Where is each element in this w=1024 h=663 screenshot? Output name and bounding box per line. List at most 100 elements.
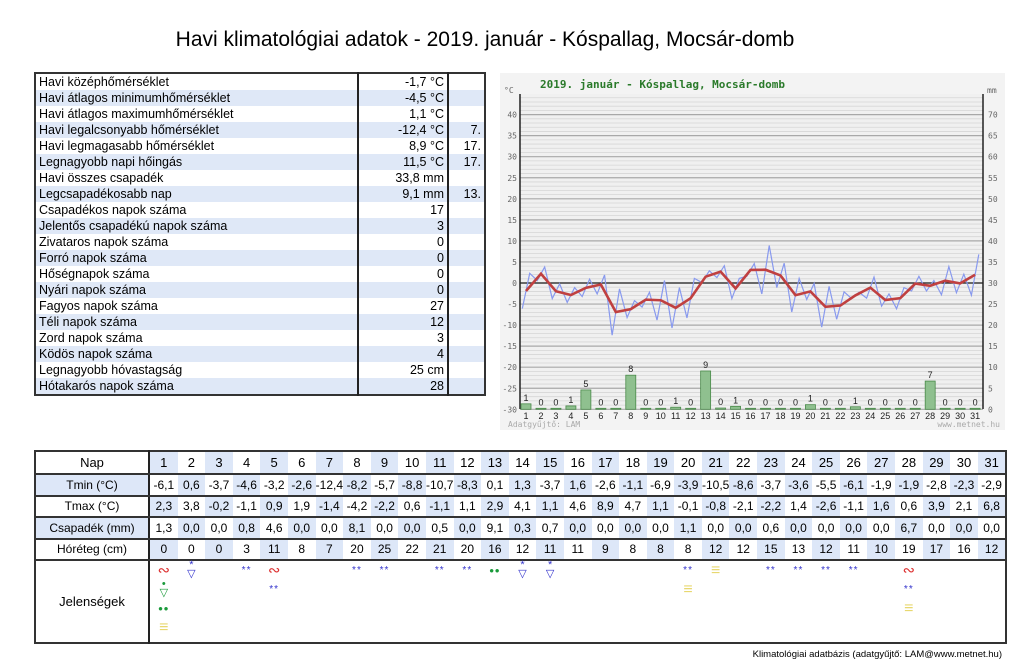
precip-bar xyxy=(939,407,951,410)
right-axis-unit: mm xyxy=(987,86,997,95)
day-cell: 14 xyxy=(508,451,537,475)
phenomena-cell: * ▽ xyxy=(178,560,206,643)
tmax-cell: -2,1 xyxy=(729,495,758,518)
tmin-cell: -3,6 xyxy=(784,474,813,497)
day-cell: 17 xyxy=(591,451,620,475)
snow-shower-icon: * ▽ xyxy=(545,559,555,580)
tmax-cell: 4,6 xyxy=(563,495,592,518)
snow-cell: 12 xyxy=(508,538,537,561)
precip-cell: 0,0 xyxy=(177,517,206,540)
phenomena-cell xyxy=(288,560,316,643)
summary-value: 0 xyxy=(357,250,449,266)
snow-cell: 3 xyxy=(232,538,261,561)
footer-credit: Klimatológiai adatbázis (adatgyűjtő: LAM… xyxy=(752,649,1002,660)
tmin-cell: -2,8 xyxy=(922,474,951,497)
x-tick-label: 24 xyxy=(865,411,875,421)
precip-cell: 0,0 xyxy=(315,517,344,540)
right-tick-label: 55 xyxy=(988,174,998,183)
summary-label: Zivataros napok száma xyxy=(39,235,169,249)
tmax-cell: -2,6 xyxy=(812,495,840,518)
snow-icon: ** xyxy=(765,565,776,576)
summary-row: Ködös napok száma 4 xyxy=(35,346,485,362)
day-cell: 21 xyxy=(701,451,730,475)
snow-icon: ** xyxy=(379,565,390,576)
left-tick-label: -25 xyxy=(503,384,518,393)
precip-cell: 0,0 xyxy=(922,517,951,540)
precip-cell: 0,0 xyxy=(729,517,758,540)
day-cell: 13 xyxy=(481,451,509,475)
x-tick-label: 1 xyxy=(523,411,528,421)
summary-day xyxy=(448,378,485,395)
row-snow: Hóréteg (cm) 0 0 0 3 11 8 7 20 25 22 21 20 16 12 11 11 9 8… xyxy=(35,538,1007,561)
snow-cell: 0 xyxy=(177,538,206,561)
summary-value: 17 xyxy=(357,202,449,218)
bar-label: 1 xyxy=(523,393,528,403)
summary-label: Nyári napok száma xyxy=(35,282,358,298)
snow-cell: 8 xyxy=(619,538,647,561)
climate-chart: 2019. január - Kóspallag, Mocsár-domb °C m… xyxy=(500,73,1005,430)
summary-value: 3 xyxy=(357,330,449,346)
phenomena-cell: ∾ • ▽ •• ≡ xyxy=(149,560,178,643)
tmax-cell: 2,9 xyxy=(481,495,509,518)
bar-label: 0 xyxy=(598,397,603,407)
phenomena-cell xyxy=(950,560,978,643)
precip-bar xyxy=(625,374,637,410)
phenomena-cell: •• xyxy=(481,560,509,643)
summary-day: 13. xyxy=(448,186,485,202)
day-cell: 30 xyxy=(950,451,978,475)
day-cell: 11 xyxy=(425,451,454,475)
phenomena-cell: ** xyxy=(426,560,454,643)
summary-row: Forró napok száma 0 xyxy=(35,250,485,266)
tmax-cell: 0,9 xyxy=(260,495,288,518)
precip-cell: 0,0 xyxy=(591,517,620,540)
snow-cell: 11 xyxy=(839,538,868,561)
summary-label: Havi legalcsonyabb hőmérséklet xyxy=(35,122,358,138)
x-tick-label: 10 xyxy=(656,411,666,421)
rain-icon: •• xyxy=(158,601,170,616)
summary-day xyxy=(448,346,485,362)
precip-bar xyxy=(969,407,981,410)
precip-bar xyxy=(580,389,592,410)
summary-day xyxy=(448,282,485,298)
precip-bar xyxy=(760,407,771,410)
tmin-cell: -5,7 xyxy=(370,474,399,497)
right-tick-label: 60 xyxy=(988,153,998,162)
left-tick-label: 30 xyxy=(507,153,517,162)
bar-label: 5 xyxy=(583,379,588,389)
summary-value: 0 xyxy=(357,266,449,282)
day-cell: 29 xyxy=(922,451,951,475)
bar-label: 0 xyxy=(913,397,918,407)
summary-label: Havi középhőmérséklet xyxy=(39,75,169,89)
bar-label: 0 xyxy=(658,397,663,407)
day-cell: 23 xyxy=(757,451,785,475)
right-tick-label: 40 xyxy=(988,237,998,246)
bar-label: 0 xyxy=(973,397,978,407)
summary-day xyxy=(448,218,485,234)
row-label-tmax: Tmax (°C) xyxy=(35,495,150,518)
tmax-cell: 8,9 xyxy=(591,495,620,518)
summary-label: Havi összes csapadék xyxy=(39,171,164,185)
summary-day xyxy=(448,250,485,266)
left-tick-label: 25 xyxy=(507,174,517,183)
snow-cell: 20 xyxy=(453,538,482,561)
phenomena-cell: ** xyxy=(840,560,868,643)
left-tick-label: 20 xyxy=(507,195,517,204)
precip-bar xyxy=(909,407,921,410)
x-tick-label: 25 xyxy=(880,411,890,421)
tmin-cell: -8,3 xyxy=(453,474,482,497)
day-cell: 4 xyxy=(232,451,261,475)
summary-row: Jelentős csapadékú napok száma 3 xyxy=(35,218,485,234)
tmin-cell: -3,7 xyxy=(536,474,564,497)
precip-bar xyxy=(715,407,727,410)
summary-day xyxy=(448,362,485,378)
snow-icon: ** xyxy=(269,584,280,595)
day-cell: 8 xyxy=(343,451,371,475)
precip-bar xyxy=(655,407,667,410)
precip-cell: 0,0 xyxy=(950,517,978,540)
precip-cell: 0,3 xyxy=(508,517,537,540)
summary-label: Hótakarós napok száma xyxy=(35,378,358,395)
row-label-day: Nap xyxy=(35,451,150,475)
tmax-cell: 2,3 xyxy=(149,495,178,518)
tmin-cell: -1,1 xyxy=(619,474,647,497)
tmax-cell: -0,2 xyxy=(205,495,233,518)
